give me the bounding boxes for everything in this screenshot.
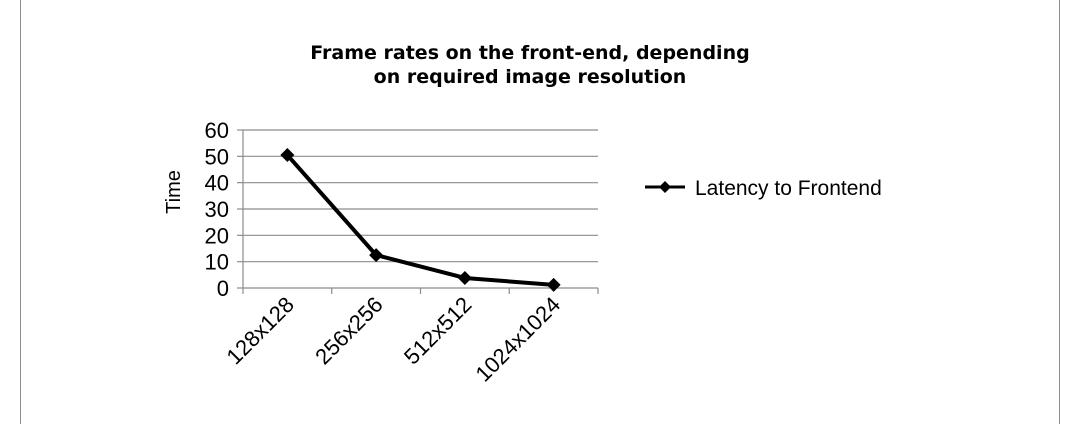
y-tick-label: 60 <box>205 118 229 143</box>
x-tick-label: 512x512 <box>399 292 476 369</box>
x-tick-label: 256x256 <box>310 292 387 369</box>
y-tick-label: 20 <box>205 223 229 248</box>
legend-marker-icon <box>659 181 671 193</box>
legend: Latency to Frontend <box>645 177 882 200</box>
x-tick-label: 128x128 <box>222 292 299 369</box>
data-point-256x256 <box>369 248 384 263</box>
series-line-0 <box>285 153 554 287</box>
y-tick-label: 0 <box>217 276 229 301</box>
y-tick-label: 10 <box>205 250 229 275</box>
x-tick-label: 1024x1024 <box>470 292 565 387</box>
y-tick-label: 30 <box>205 197 229 222</box>
y-tick-label: 50 <box>205 144 229 169</box>
data-point-1024x1024 <box>546 277 561 292</box>
y-tick-label: 40 <box>205 171 229 196</box>
data-point-512x512 <box>457 270 472 285</box>
chart-frame <box>20 0 1060 424</box>
chart-title-line-2: on required image resolution <box>374 66 687 88</box>
legend-label: Latency to Frontend <box>695 177 882 200</box>
chart-title-line-1: Frame rates on the front-end, depending <box>310 42 749 64</box>
data-point-128x128 <box>280 148 295 163</box>
y-axis-label: Time <box>163 170 185 214</box>
